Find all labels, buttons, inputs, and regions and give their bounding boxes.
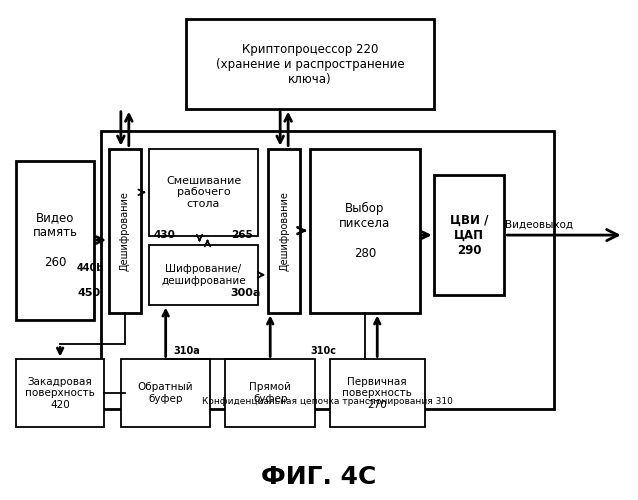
- Bar: [434, 176, 504, 294]
- Text: 430: 430: [154, 230, 175, 240]
- Text: Первичная
поверхность
270: Первичная поверхность 270: [343, 376, 412, 410]
- Bar: [109, 148, 141, 312]
- Text: Обратный
буфер: Обратный буфер: [138, 382, 193, 404]
- Text: Выбор
пиксела

280: Выбор пиксела 280: [339, 202, 390, 260]
- Text: Конфиденциальная цепочка транспонирования 310: Конфиденциальная цепочка транспонировани…: [202, 396, 453, 406]
- Text: Смешивание
рабочего
стола: Смешивание рабочего стола: [166, 176, 241, 209]
- Bar: [268, 148, 300, 312]
- Text: 300a: 300a: [230, 288, 260, 298]
- Bar: [310, 148, 420, 312]
- Text: Видео
память

260: Видео память 260: [33, 211, 78, 269]
- Bar: [121, 360, 211, 427]
- Text: Закадровая
поверхность
420: Закадровая поверхность 420: [25, 376, 95, 410]
- Text: Криптопроцессор 220
(хранение и распространение
ключа): Криптопроцессор 220 (хранение и распрост…: [216, 42, 404, 86]
- Bar: [101, 130, 554, 409]
- Text: 440b: 440b: [77, 263, 104, 273]
- Text: 310a: 310a: [174, 346, 200, 356]
- Text: Видеовыход: Видеовыход: [505, 220, 573, 230]
- Text: Прямой
буфер: Прямой буфер: [249, 382, 291, 404]
- Bar: [17, 160, 94, 320]
- Text: ЦВИ /
ЦАП
290: ЦВИ / ЦАП 290: [450, 214, 489, 256]
- Bar: [149, 245, 258, 304]
- Bar: [149, 148, 258, 236]
- Text: Шифрование/
дешифрование: Шифрование/ дешифрование: [161, 264, 246, 285]
- Bar: [17, 360, 104, 427]
- Text: Дешифрование: Дешифрование: [279, 190, 289, 270]
- Bar: [225, 360, 315, 427]
- Text: ФИГ. 4C: ФИГ. 4C: [262, 464, 376, 488]
- Text: Дешифрование: Дешифрование: [120, 190, 130, 270]
- Bar: [330, 360, 424, 427]
- Text: 450: 450: [78, 288, 101, 298]
- Bar: [186, 20, 434, 109]
- Text: 310c: 310c: [310, 346, 336, 356]
- Text: 265: 265: [232, 230, 253, 240]
